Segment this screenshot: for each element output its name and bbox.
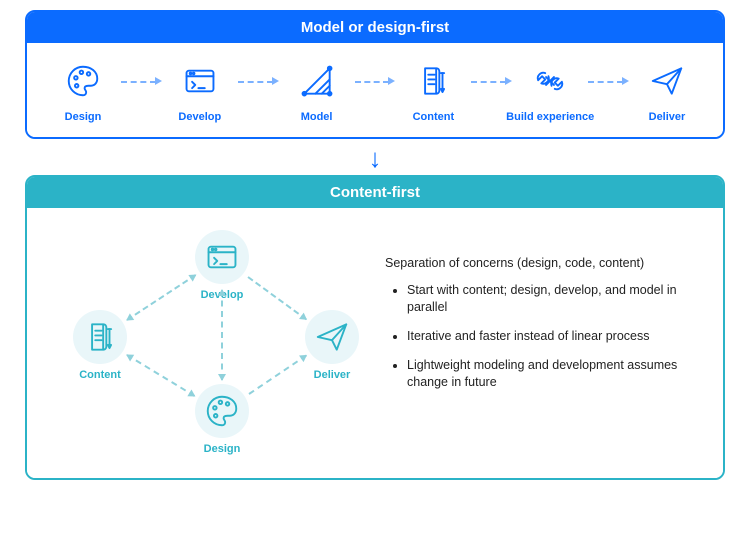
node-design: Design (195, 384, 249, 455)
flow-arrow-icon (117, 64, 166, 98)
edge-content-design (127, 354, 195, 397)
step-model: Model (283, 61, 351, 123)
description-block: Separation of concerns (design, code, co… (385, 226, 695, 456)
step-develop: Develop (166, 61, 234, 123)
top-panel-title: Model or design-first (27, 12, 723, 43)
flow-arrow-icon (351, 64, 400, 98)
flow-arrow-icon (584, 64, 633, 98)
step-content: Content (399, 61, 467, 123)
triangle-icon (297, 61, 337, 101)
wrench-icon (530, 61, 570, 101)
edge-develop-design (221, 290, 223, 380)
step-label: Model (301, 111, 333, 123)
description-heading: Separation of concerns (design, code, co… (385, 256, 695, 270)
terminal-icon (180, 61, 220, 101)
description-list: Start with content; design, develop, and… (385, 282, 695, 390)
node-label: Deliver (314, 369, 351, 381)
step-label: Design (65, 111, 102, 123)
model-design-first-panel: Model or design-first Design Develop Model… (25, 10, 725, 139)
edge-design-deliver (248, 355, 306, 395)
content-first-graph: ContentDevelopDesignDeliver (45, 226, 355, 456)
node-label: Design (204, 443, 241, 455)
description-bullet: Lightweight modeling and development ass… (407, 357, 695, 391)
step-label: Content (413, 111, 455, 123)
paperplane-icon (647, 61, 687, 101)
step-design: Design (49, 61, 117, 123)
content-first-panel: Content-first ContentDevelopDesignDelive… (25, 175, 725, 480)
flow-arrow-icon (467, 64, 516, 98)
content-icon (413, 61, 453, 101)
step-label: Build experience (506, 111, 594, 123)
palette-icon (195, 384, 249, 438)
step-build-experience: Build experience (516, 61, 584, 123)
node-deliver: Deliver (305, 310, 359, 381)
node-content: Content (73, 310, 127, 381)
bottom-panel-title: Content-first (27, 177, 723, 208)
down-arrow-icon: ↓ (25, 145, 725, 171)
edge-develop-deliver (247, 276, 306, 320)
top-panel-body: Design Develop Model Content Build experienc… (27, 43, 723, 137)
description-bullet: Iterative and faster instead of linear p… (407, 328, 695, 345)
flow-arrow-icon (234, 64, 283, 98)
step-label: Deliver (649, 111, 686, 123)
bottom-panel-body: ContentDevelopDesignDeliver Separation o… (27, 208, 723, 478)
node-label: Content (79, 369, 121, 381)
palette-icon (63, 61, 103, 101)
content-icon (73, 310, 127, 364)
step-label: Develop (178, 111, 221, 123)
linear-flow: Design Develop Model Content Build experienc… (49, 61, 701, 123)
terminal-icon (195, 230, 249, 284)
paperplane-icon (305, 310, 359, 364)
edge-content-develop (126, 275, 196, 322)
step-deliver: Deliver (633, 61, 701, 123)
description-bullet: Start with content; design, develop, and… (407, 282, 695, 316)
